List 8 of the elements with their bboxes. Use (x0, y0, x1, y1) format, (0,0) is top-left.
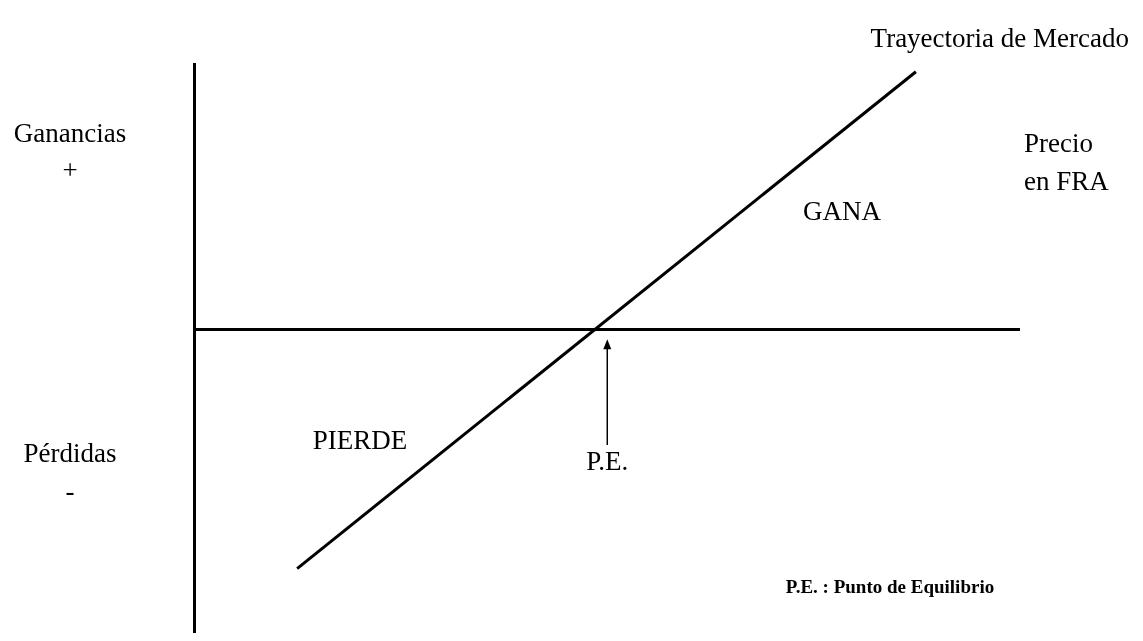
annotation: PIERDE (312, 425, 408, 456)
annotation: GANA (803, 196, 882, 227)
x-axis-title: Precio en FRA (1024, 128, 1110, 197)
annotation: P.E. (586, 446, 629, 477)
text: Ganancias + (13, 118, 127, 186)
text: P.E. : Punto de Equilibrio (785, 575, 995, 597)
series-label: Trayectoria de Mercado (870, 23, 1129, 54)
text: Pérdidas - (23, 438, 117, 507)
